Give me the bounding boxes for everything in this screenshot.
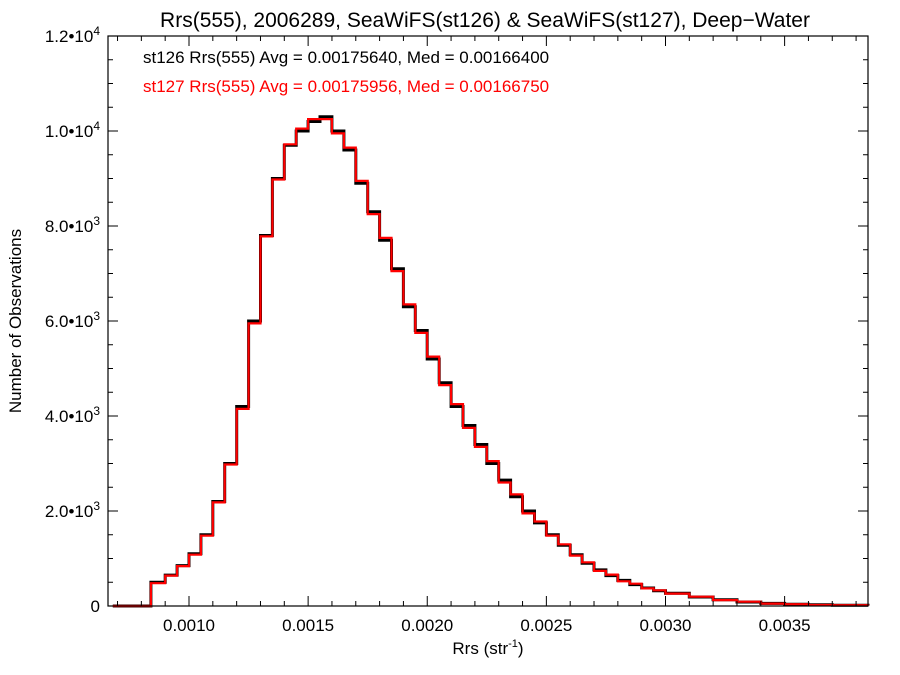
- y-tick-label: 0: [91, 597, 100, 616]
- x-tick-label: 0.0010: [163, 616, 215, 635]
- x-tick-label: 0.0025: [520, 616, 572, 635]
- series-line-st127: [112, 118, 870, 608]
- series-line-st126: [112, 115, 870, 608]
- x-tick-label: 0.0035: [759, 616, 811, 635]
- y-axis: 0 2.0•103 4.0•103 6.0•103 8.0•103 1.0•104 1.2•…: [45, 24, 868, 616]
- y-tick-label: 1.2•104: [45, 24, 101, 46]
- y-tick-label: 4.0•103: [45, 404, 101, 426]
- plot-frame: [107, 35, 869, 607]
- annotation-st127: st127 Rrs(555) Avg = 0.00175956, Med = 0…: [143, 77, 549, 96]
- x-tick-label: 0.0020: [401, 616, 453, 635]
- y-tick-label: 1.0•104: [45, 119, 101, 141]
- x-tick-label: 0.0015: [282, 616, 334, 635]
- x-axis: 0.0010 0.0015 0.0020 0.0025 0.0030 0.0035: [117, 36, 857, 635]
- x-tick-label: 0.0030: [639, 616, 691, 635]
- series-group: [112, 115, 870, 608]
- y-tick-label: 2.0•103: [45, 499, 101, 521]
- y-tick-label: 6.0•103: [45, 309, 101, 331]
- y-axis-label: Number of Observations: [6, 229, 25, 413]
- x-axis-label: Rrs (str-1): [452, 638, 523, 658]
- annotation-st126: st126 Rrs(555) Avg = 0.00175640, Med = 0…: [143, 48, 549, 67]
- y-tick-label: 8.0•103: [45, 214, 101, 236]
- chart-title: Rrs(555), 2006289, SeaWiFS(st126) & SeaW…: [160, 9, 810, 32]
